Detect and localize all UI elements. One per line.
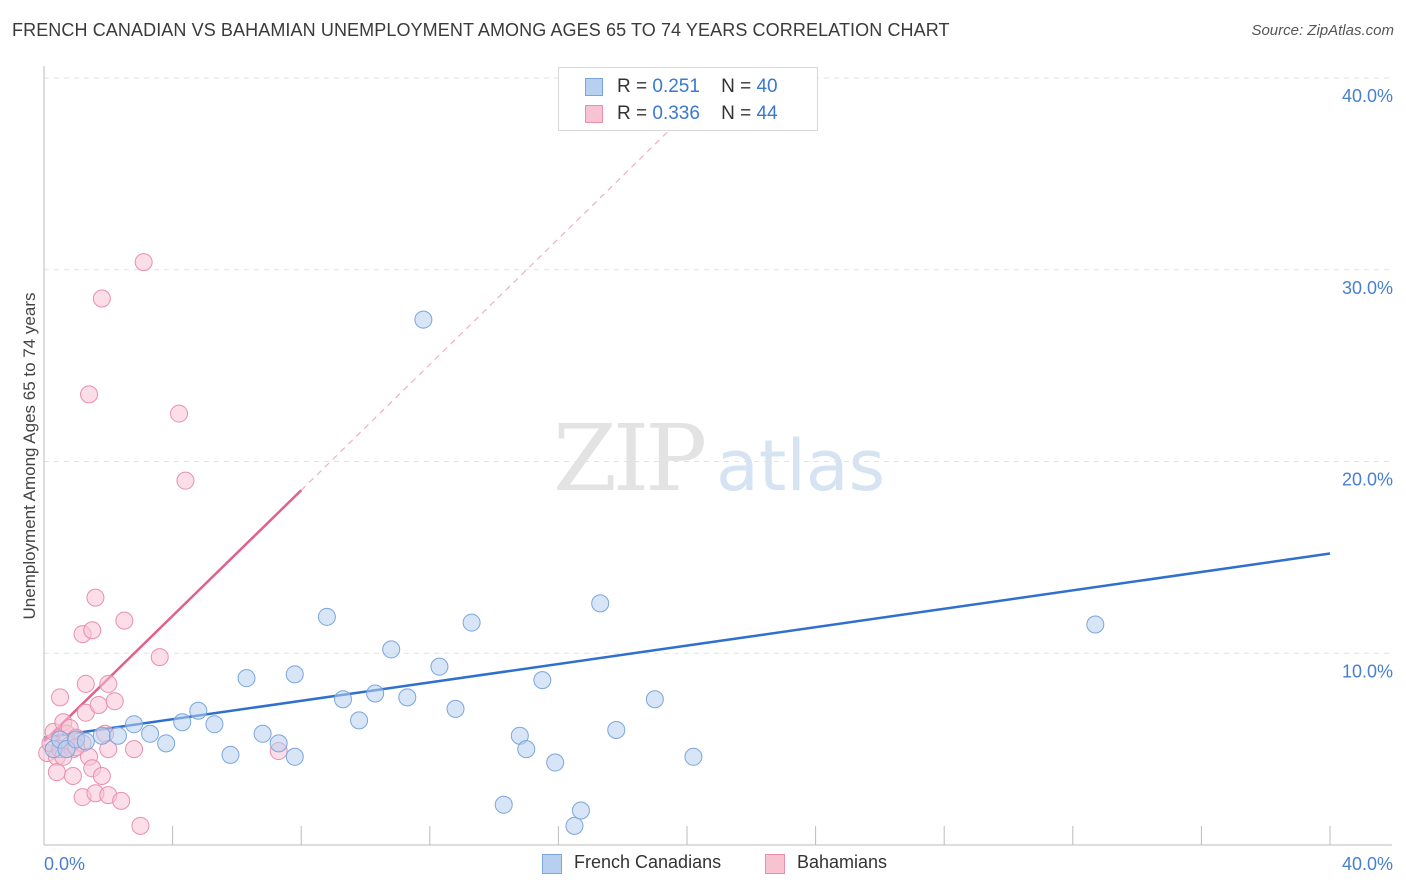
- bahamians-point: [47, 763, 66, 782]
- bahamians-point: [89, 696, 108, 715]
- french-canadians-point: [533, 671, 552, 690]
- trend-lines: [43, 96, 1331, 743]
- bahamians-point: [99, 674, 118, 693]
- french-canadians-trend-line: [43, 552, 1331, 739]
- french-canadians-point: [517, 740, 536, 759]
- bahamians-point: [170, 404, 189, 423]
- watermark: ZIP atlas: [553, 405, 885, 512]
- french-canadians-point: [173, 713, 192, 732]
- tick-labels: 10.0% 20.0% 30.0% 40.0% 0.0% 40.0%: [44, 86, 1393, 874]
- french-canadians-point: [285, 747, 304, 766]
- bahamians-point: [76, 674, 95, 693]
- french-canadians-point: [565, 816, 584, 835]
- bahamians-point: [51, 688, 70, 707]
- legend-n-value: 44: [756, 103, 778, 124]
- bahamians-point: [112, 791, 131, 810]
- french-canadians-point: [108, 726, 127, 745]
- bottom-legend-swatch-pink: [765, 854, 785, 874]
- french-canadians-point: [462, 613, 481, 632]
- watermark-atlas: atlas: [716, 425, 885, 507]
- legend-r-value: 0.336: [652, 103, 700, 124]
- watermark-zip: ZIP: [553, 405, 704, 512]
- french-canadians-point: [285, 665, 304, 684]
- french-canadians-point: [157, 734, 176, 753]
- french-canadians-point: [494, 795, 513, 814]
- bahamians-point: [83, 621, 102, 640]
- legend-r-value: 0.251: [652, 76, 700, 97]
- french-canadians-point: [366, 684, 385, 703]
- french-canadians-point: [684, 747, 703, 766]
- bahamians-point: [92, 766, 111, 785]
- y-tick-label: 10.0%: [1342, 661, 1393, 681]
- bottom-legend-swatch-blue: [542, 854, 562, 874]
- french-canadians-point: [189, 701, 208, 720]
- french-canadians-point: [253, 724, 272, 743]
- bahamians-point: [131, 816, 150, 835]
- french-canadians-point: [430, 657, 449, 676]
- source-label: Source: ZipAtlas.com: [1251, 22, 1394, 39]
- x-tick-label: 0.0%: [44, 854, 85, 874]
- french-canadians-point: [382, 640, 401, 659]
- y-tick-label: 20.0%: [1342, 470, 1393, 490]
- data-points: [38, 253, 1105, 835]
- french-canadians-point: [317, 607, 336, 626]
- french-canadians-point: [446, 699, 465, 718]
- french-canadians-point: [92, 726, 111, 745]
- legend-n-label: N =: [721, 103, 752, 124]
- chart-title: FRENCH CANADIAN VS BAHAMIAN UNEMPLOYMENT…: [12, 20, 950, 40]
- french-canadians-point: [141, 724, 160, 743]
- bahamians-point: [134, 253, 153, 272]
- bottom-legend-label: French Canadians: [574, 852, 722, 872]
- legend-swatch-blue: [585, 78, 603, 96]
- french-canadians-point: [125, 715, 144, 734]
- bahamians-trend-line: [43, 489, 303, 743]
- bahamians-point: [86, 588, 105, 607]
- y-tick-label: 40.0%: [1342, 86, 1393, 106]
- french-canadians-point: [350, 711, 369, 730]
- french-canadians-point: [571, 801, 590, 820]
- bahamians-point: [105, 692, 124, 711]
- legend-n-label: N =: [721, 76, 752, 97]
- french-canadians-point: [205, 715, 224, 734]
- french-canadians-point: [645, 690, 664, 709]
- bahamians-point: [125, 740, 144, 759]
- bahamians-point: [80, 385, 99, 404]
- french-canadians-point: [398, 688, 417, 707]
- french-canadians-point: [237, 669, 256, 688]
- x-tick-label: 40.0%: [1342, 854, 1393, 874]
- french-canadians-point: [333, 690, 352, 709]
- bahamians-point: [115, 611, 134, 630]
- bahamians-point: [150, 648, 169, 667]
- french-canadians-point: [414, 310, 433, 329]
- bottom-legend-label: Bahamians: [797, 852, 888, 872]
- bahamians-point: [176, 471, 195, 490]
- gridlines: [44, 77, 1392, 654]
- french-canadians-point: [591, 594, 610, 613]
- french-canadians-point: [1086, 615, 1105, 634]
- legend-r-label: R =: [617, 103, 648, 124]
- french-canadians-point: [607, 720, 626, 739]
- legend-n-value: 40: [756, 76, 778, 97]
- bahamians-point: [63, 766, 82, 785]
- axes: [43, 66, 1392, 846]
- legend-swatch-pink: [585, 105, 603, 123]
- legend-r-label: R =: [617, 76, 648, 97]
- french-canadians-point: [76, 732, 95, 751]
- bahamians-point: [92, 289, 111, 308]
- french-canadians-point: [269, 734, 288, 753]
- french-canadians-point: [221, 745, 240, 764]
- bahamians-trend-extension: [300, 96, 704, 491]
- correlation-legend: R = 0.251 N = 40 R = 0.336 N = 44: [558, 67, 818, 131]
- y-tick-label: 30.0%: [1342, 278, 1393, 298]
- y-axis-label: Unemployment Among Ages 65 to 74 years: [20, 293, 39, 620]
- french-canadians-point: [546, 753, 565, 772]
